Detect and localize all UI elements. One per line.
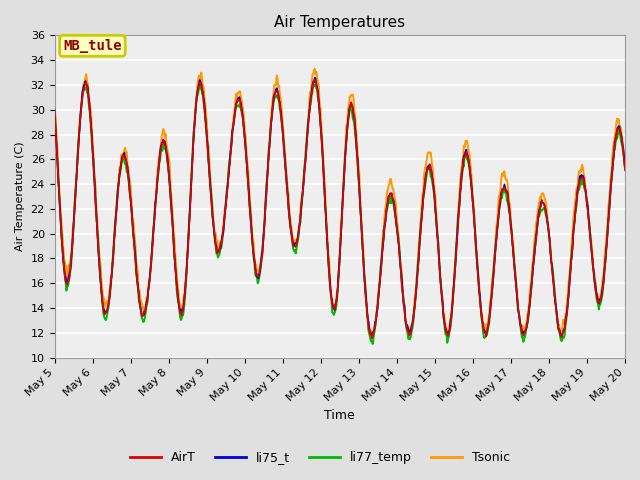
Text: MB_tule: MB_tule	[63, 39, 122, 53]
Legend: AirT, li75_t, li77_temp, Tsonic: AirT, li75_t, li77_temp, Tsonic	[125, 446, 515, 469]
Y-axis label: Air Temperature (C): Air Temperature (C)	[15, 142, 25, 252]
Title: Air Temperatures: Air Temperatures	[274, 15, 405, 30]
X-axis label: Time: Time	[324, 409, 355, 422]
